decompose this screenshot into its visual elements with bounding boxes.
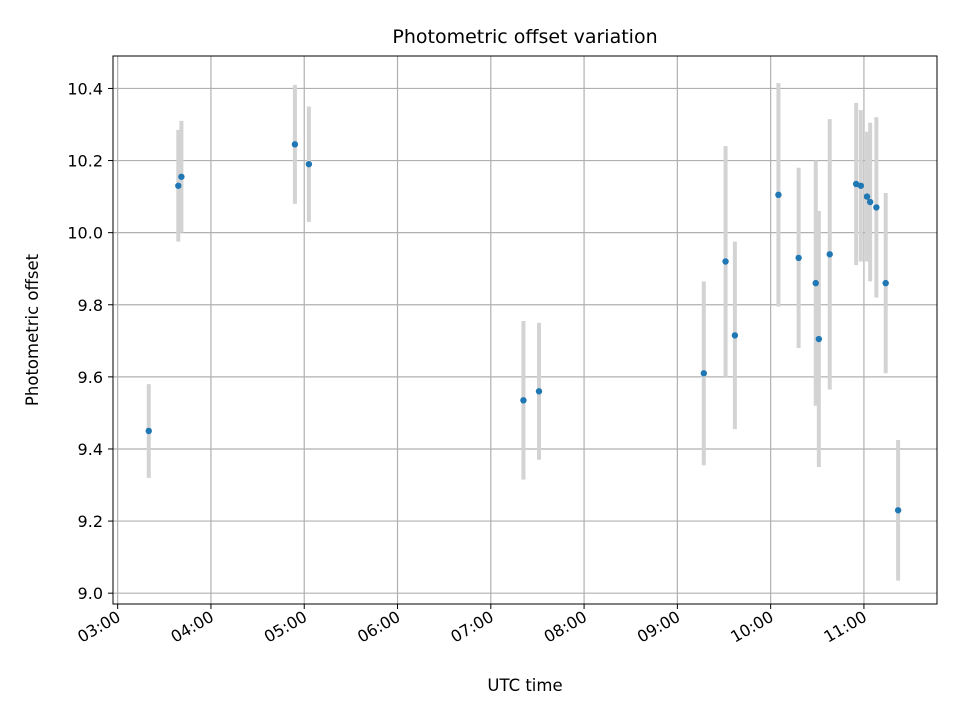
data-point bbox=[882, 279, 889, 287]
data-point bbox=[775, 191, 782, 199]
x-axis-label: UTC time bbox=[487, 676, 562, 695]
data-point bbox=[291, 141, 299, 148]
data-points bbox=[145, 141, 902, 514]
plot-area-frame bbox=[112, 55, 938, 605]
data-point bbox=[145, 427, 152, 435]
y-tick-label: 9.0 bbox=[78, 584, 103, 603]
chart-title: Photometric offset variation bbox=[392, 26, 657, 48]
y-tick-label: 9.6 bbox=[78, 368, 103, 387]
grid bbox=[113, 56, 937, 604]
data-point bbox=[812, 279, 819, 287]
y-tick-label: 9.2 bbox=[78, 512, 103, 531]
y-tick-label: 9.8 bbox=[78, 296, 103, 315]
y-axis: 9.0 9.2 9.4 9.6 9.8 10.0 10.2 10.4 bbox=[67, 79, 113, 603]
data-point bbox=[700, 370, 707, 377]
data-point bbox=[305, 160, 313, 168]
data-point bbox=[866, 198, 874, 206]
data-point bbox=[873, 204, 880, 211]
data-point bbox=[863, 193, 871, 200]
data-point bbox=[520, 397, 527, 404]
data-point bbox=[815, 335, 823, 343]
data-point bbox=[175, 182, 182, 189]
data-point bbox=[535, 388, 543, 395]
data-point bbox=[178, 173, 185, 180]
data-point bbox=[894, 507, 902, 514]
data-point bbox=[857, 182, 865, 189]
data-point bbox=[722, 258, 729, 265]
data-point bbox=[826, 251, 833, 258]
y-tick-label: 10.0 bbox=[67, 224, 103, 243]
data-point bbox=[795, 254, 802, 262]
y-tick-label: 9.4 bbox=[78, 440, 103, 459]
data-point bbox=[731, 332, 739, 339]
y-axis-label: Photometric offset bbox=[23, 253, 42, 406]
y-tick-label: 10.4 bbox=[67, 79, 103, 98]
y-tick-label: 10.2 bbox=[67, 152, 103, 171]
